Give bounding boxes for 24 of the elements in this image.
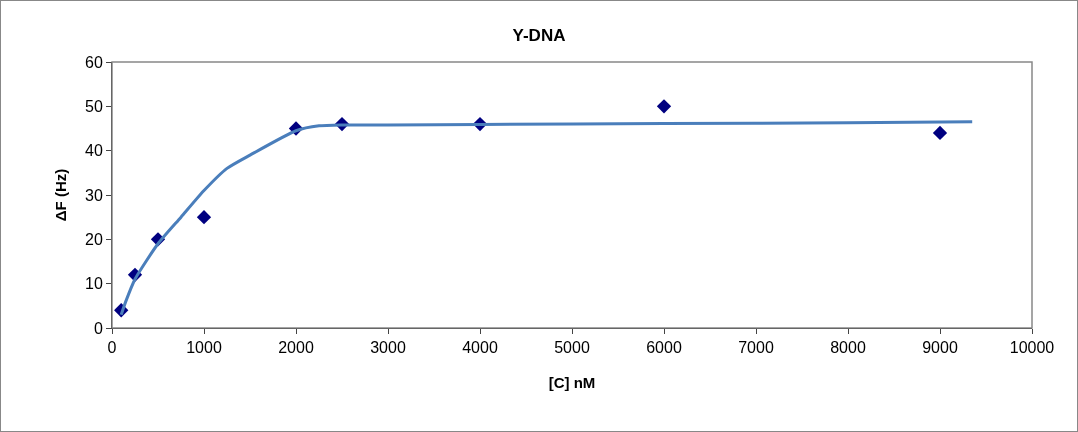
x-tick-label: 6000 (646, 339, 682, 357)
x-tick-label: 8000 (830, 339, 866, 357)
y-axis-title: ΔF (Hz) (52, 168, 70, 222)
point (932, 125, 948, 141)
x-tick-label: 9000 (922, 339, 958, 357)
y-tick-label: 10 (85, 275, 103, 293)
y-tick-label: 40 (85, 142, 103, 160)
x-tick-label: 5000 (554, 339, 590, 357)
y-tick-label: 60 (85, 53, 103, 71)
x-tick-label: 1000 (186, 339, 222, 357)
y-tick-label: 0 (93, 319, 103, 337)
chart-title: Y-DNA (512, 25, 566, 45)
x-tick-label: 3000 (370, 339, 406, 357)
y-tick-label: 30 (85, 186, 103, 204)
x-axis-title: [C] nM (548, 374, 596, 392)
y-tick-label: 20 (85, 230, 103, 248)
point (196, 210, 212, 225)
x-tick-label: 4000 (462, 339, 498, 357)
x-tick-label: 0 (107, 339, 117, 357)
y-tick-label: 50 (85, 97, 103, 115)
x-tick-label: 10000 (1009, 339, 1055, 357)
x-tick-label: 7000 (738, 339, 774, 357)
point (656, 99, 672, 114)
x-tick-label: 2000 (278, 339, 314, 357)
